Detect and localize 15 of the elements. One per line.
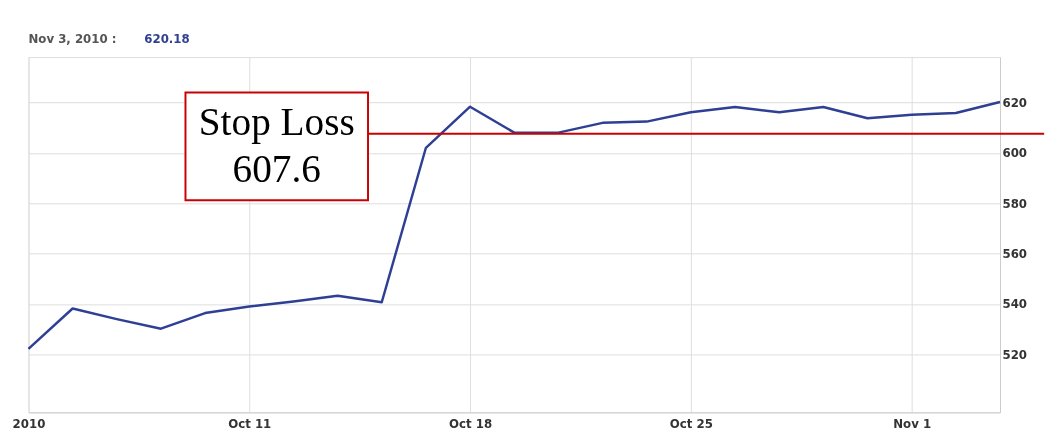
y-tick-label: 560	[1002, 247, 1028, 262]
y-tick-label: 620	[1002, 95, 1028, 110]
x-tick-label: Oct 11	[228, 416, 272, 431]
x-tick-label: Oct 18	[449, 416, 493, 431]
ref-line-label: Stop Loss 607.6	[198, 99, 355, 190]
y-tick-label: 600	[1002, 146, 1028, 161]
y-tick-label: 540	[1002, 297, 1028, 312]
x-tick-label: Oct 25	[669, 416, 713, 431]
y-tick-label: 520	[1002, 347, 1028, 362]
y-tick-label: 580	[1002, 196, 1028, 211]
line-series	[27, 100, 1002, 351]
x-tick-label: 2010	[12, 416, 46, 431]
text: 620.18	[144, 32, 190, 47]
text: Nov 3, 2010 :	[28, 32, 117, 47]
x-tick-label: Nov 1	[893, 416, 932, 431]
